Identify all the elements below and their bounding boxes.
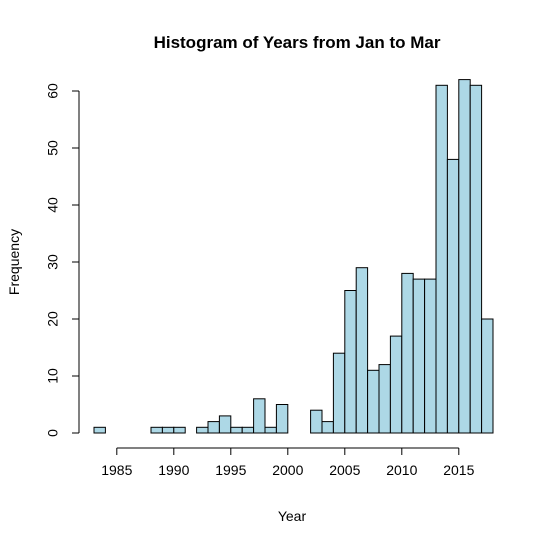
histogram-bar [401, 272, 414, 434]
y-tick-label: 50 [45, 140, 61, 156]
histogram-bar [321, 421, 334, 434]
chart-title: Histogram of Years from Jan to Mar [154, 33, 441, 52]
histogram-bar [241, 426, 255, 434]
histogram-bar [150, 426, 163, 434]
histogram-bar [424, 278, 437, 434]
histogram-bar [344, 290, 357, 434]
histogram-bar [218, 415, 232, 434]
y-tick-label: 30 [45, 254, 61, 270]
histogram-bar [458, 79, 471, 434]
histogram-bar [253, 398, 266, 434]
x-tick-label: 2010 [386, 462, 417, 478]
x-tick-label: 2005 [329, 462, 360, 478]
x-tick-label: 1995 [215, 462, 246, 478]
histogram-bar [264, 426, 277, 434]
y-tick-label: 10 [45, 368, 61, 384]
y-tick-label: 60 [45, 83, 61, 99]
y-tick-label: 40 [45, 197, 61, 213]
y-tick-label: 20 [45, 311, 61, 327]
histogram-bar [367, 369, 380, 434]
histogram-bar [469, 84, 483, 434]
x-tick-label: 2015 [443, 462, 474, 478]
histogram-bar [332, 352, 346, 434]
y-axis-label: Frequency [6, 229, 22, 295]
histogram-bar [481, 318, 494, 434]
histogram-bar [230, 426, 243, 434]
histogram-bar [412, 278, 426, 434]
x-axis-label: Year [278, 508, 307, 524]
y-axis: 0 10 20 30 40 50 60 [45, 83, 80, 437]
x-tick-label: 2000 [272, 462, 303, 478]
histogram-bar [389, 335, 403, 434]
histogram-bar [435, 84, 448, 434]
histogram-bar [275, 404, 289, 434]
y-tick-label: 0 [45, 429, 61, 437]
x-tick-label: 1990 [158, 462, 189, 478]
histogram-bar [207, 421, 220, 434]
histogram-bar [310, 409, 323, 434]
histogram-bar [93, 426, 106, 434]
bars-group [93, 79, 494, 434]
histogram-bar [446, 158, 460, 434]
x-tick-label: 1985 [101, 462, 132, 478]
histogram-bar [173, 426, 186, 434]
histogram-bar [378, 364, 391, 434]
histogram-bar [196, 426, 209, 434]
histogram-bar [161, 426, 175, 434]
histogram-bar [355, 267, 369, 434]
x-axis: 1985 1990 1995 2000 2005 2010 2015 [101, 447, 475, 478]
